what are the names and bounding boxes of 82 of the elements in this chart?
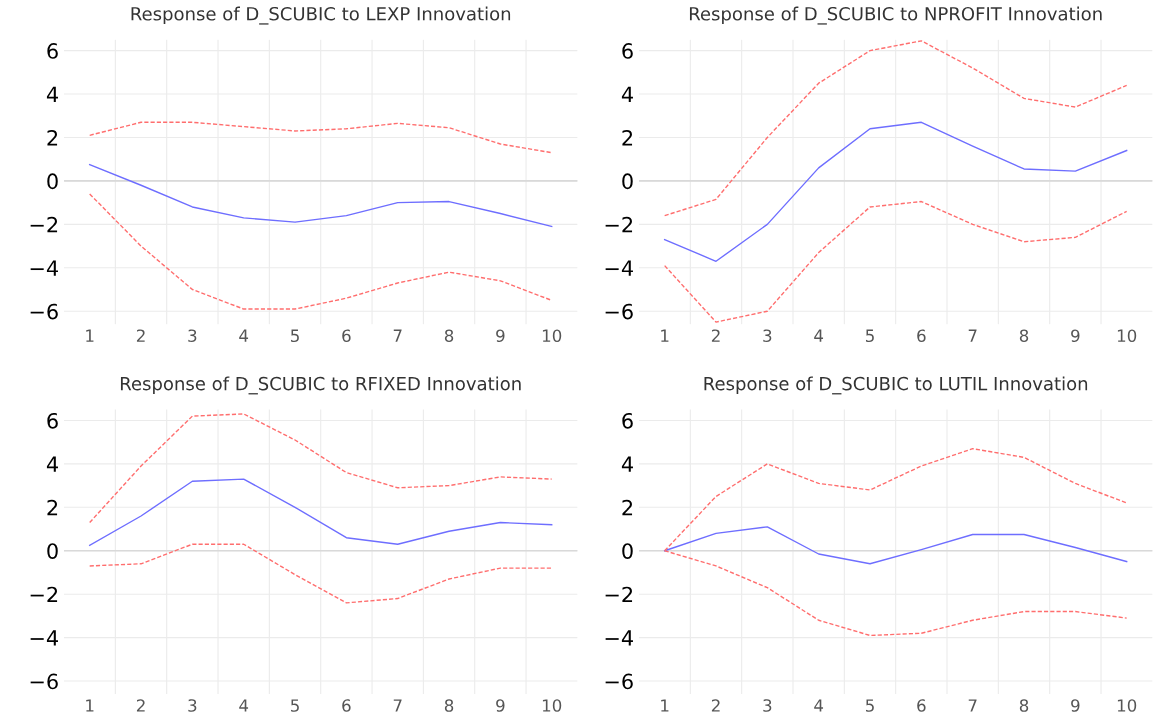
x-tick-label: 6 bbox=[917, 329, 926, 343]
y-tick-label: −6 bbox=[30, 303, 58, 320]
line-series bbox=[663, 526, 1128, 565]
y-tick-label: −4 bbox=[30, 630, 58, 646]
x-tick-label: 1 bbox=[86, 699, 94, 712]
x-tick-label: 3 bbox=[763, 329, 772, 343]
x-tick-label: 5 bbox=[865, 329, 874, 343]
y-tick-label: −4 bbox=[605, 260, 633, 276]
x-tick-label: 10 bbox=[1117, 329, 1137, 343]
y-tick-label: 6 bbox=[47, 43, 58, 59]
y-tick-label: 4 bbox=[621, 456, 633, 472]
x-tick-label: 4 bbox=[239, 699, 249, 712]
y-tick-label: −2 bbox=[30, 586, 58, 603]
y-tick-label: 4 bbox=[621, 86, 633, 102]
y-tick-label: 2 bbox=[622, 499, 633, 516]
x-tick-label: 2 bbox=[711, 699, 720, 712]
line-series bbox=[663, 200, 1128, 323]
chart-title: Response of D_SCUBIC to RFIXED Innovation bbox=[120, 376, 521, 395]
x-tick-label: 3 bbox=[188, 699, 197, 712]
x-tick-label: 9 bbox=[1071, 699, 1080, 712]
x-tick-label: 8 bbox=[444, 699, 454, 712]
x-tick-label: 7 bbox=[968, 699, 977, 712]
x-tick-label: 1 bbox=[661, 329, 669, 342]
x-tick-label: 8 bbox=[1019, 329, 1029, 343]
y-tick-label: −4 bbox=[30, 260, 58, 276]
x-tick-label: 4 bbox=[239, 329, 249, 342]
line-series bbox=[88, 121, 553, 154]
x-tick-label: 6 bbox=[342, 699, 351, 712]
x-tick-label: 5 bbox=[291, 329, 299, 343]
chart-title: Response of D_SCUBIC to NPROFIT Innovation bbox=[689, 6, 1102, 25]
y-tick-label: 0 bbox=[622, 543, 633, 559]
line-series bbox=[663, 121, 1128, 262]
x-tick-label: 2 bbox=[711, 329, 720, 342]
y-tick-label: −6 bbox=[605, 673, 633, 690]
x-tick-label: 1 bbox=[86, 329, 94, 342]
line-series bbox=[88, 413, 553, 524]
y-tick-label: 4 bbox=[46, 456, 58, 472]
x-tick-label: 7 bbox=[968, 329, 977, 342]
line-series bbox=[88, 543, 553, 604]
chart-title: Response of D_SCUBIC to LUTIL Innovation bbox=[704, 376, 1088, 395]
y-tick-label: 6 bbox=[622, 43, 633, 59]
x-tick-label: 6 bbox=[917, 699, 926, 712]
x-tick-label: 8 bbox=[1019, 699, 1029, 712]
x-tick-label: 10 bbox=[542, 699, 562, 712]
y-tick-label: −6 bbox=[605, 303, 633, 320]
x-tick-label: 3 bbox=[763, 699, 772, 712]
line-series bbox=[88, 193, 553, 310]
x-tick-label: 1 bbox=[661, 699, 669, 712]
x-tick-label: 5 bbox=[291, 699, 299, 712]
x-tick-label: 9 bbox=[1071, 329, 1080, 343]
x-tick-label: 2 bbox=[136, 699, 145, 712]
line-series bbox=[663, 40, 1128, 217]
x-tick-label: 7 bbox=[393, 329, 402, 342]
x-tick-label: 4 bbox=[814, 699, 824, 712]
y-tick-label: 2 bbox=[47, 499, 58, 516]
x-tick-label: 7 bbox=[393, 699, 402, 712]
x-tick-label: 8 bbox=[444, 329, 454, 343]
x-tick-label: 6 bbox=[342, 329, 351, 343]
y-tick-label: −2 bbox=[605, 216, 633, 233]
y-tick-label: 0 bbox=[47, 543, 58, 559]
y-tick-label: 4 bbox=[46, 86, 58, 102]
y-tick-label: 0 bbox=[47, 173, 58, 190]
x-tick-label: 10 bbox=[1117, 699, 1137, 712]
x-tick-label: 4 bbox=[814, 329, 824, 342]
y-tick-label: 6 bbox=[47, 412, 58, 429]
x-tick-label: 5 bbox=[865, 699, 874, 712]
line-series bbox=[88, 163, 553, 228]
y-tick-label: 2 bbox=[622, 129, 633, 146]
x-tick-label: 10 bbox=[542, 329, 562, 343]
x-tick-label: 9 bbox=[496, 699, 505, 712]
line-series bbox=[88, 478, 553, 547]
y-tick-label: −2 bbox=[30, 216, 58, 233]
x-tick-label: 2 bbox=[136, 329, 145, 342]
y-tick-label: 6 bbox=[622, 412, 633, 429]
x-tick-label: 9 bbox=[496, 329, 505, 343]
chart-title: Response of D_SCUBIC to LEXP Innovation bbox=[131, 6, 511, 25]
y-tick-label: 0 bbox=[622, 173, 633, 190]
y-tick-label: −6 bbox=[30, 673, 58, 690]
y-tick-label: −4 bbox=[605, 630, 633, 646]
x-tick-label: 3 bbox=[188, 329, 197, 343]
y-tick-label: −2 bbox=[605, 586, 633, 603]
y-tick-label: 2 bbox=[47, 129, 58, 146]
